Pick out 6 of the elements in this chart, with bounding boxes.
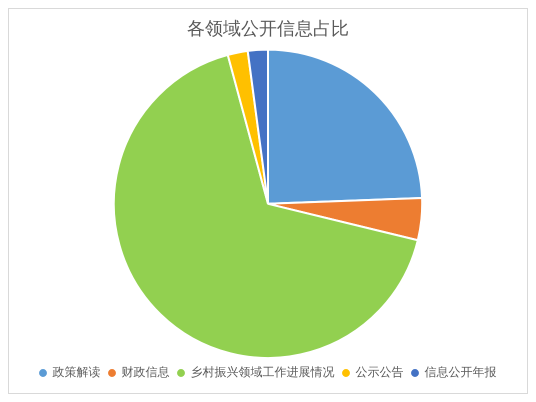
legend-label: 政策解读 xyxy=(52,365,100,380)
legend-label: 财政信息 xyxy=(122,365,170,380)
chart-title: 各领域公开信息占比 xyxy=(187,18,349,40)
legend-label: 乡村振兴领域工作进展情况 xyxy=(190,365,334,380)
legend-label: 公示公告 xyxy=(356,365,404,380)
legend-label: 信息公开年报 xyxy=(424,365,496,380)
